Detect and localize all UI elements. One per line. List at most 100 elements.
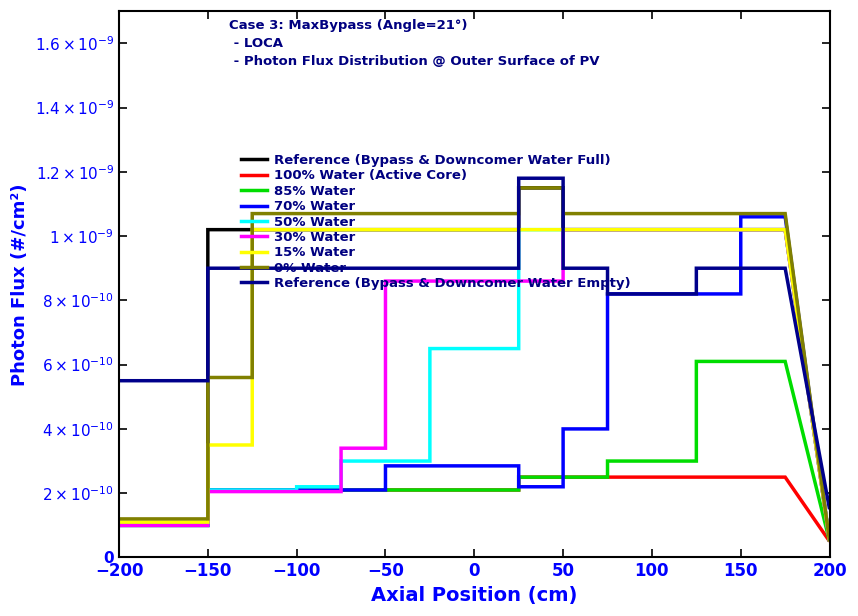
0% Water <box>202 515 213 522</box>
85% Water <box>647 457 657 464</box>
70% Water <box>336 486 347 493</box>
Reference (Bypass & Downcomer Water Empty) <box>602 290 613 298</box>
50% Water <box>692 226 702 233</box>
100% Water (Active Core) <box>247 486 257 493</box>
85% Water <box>514 474 524 481</box>
30% Water <box>114 522 124 529</box>
Reference (Bypass & Downcomer Water Empty) <box>469 264 480 272</box>
70% Water <box>292 486 302 493</box>
15% Water <box>469 226 480 233</box>
70% Water <box>425 462 435 469</box>
100% Water (Active Core) <box>292 486 302 493</box>
70% Water <box>647 290 657 298</box>
50% Water <box>202 522 213 529</box>
Reference (Bypass & Downcomer Water Empty) <box>158 377 168 384</box>
70% Water <box>558 425 568 432</box>
50% Water <box>780 226 790 233</box>
Reference (Bypass & Downcomer Water Full) <box>469 226 480 233</box>
15% Water <box>735 226 746 233</box>
15% Water <box>380 226 390 233</box>
Reference (Bypass & Downcomer Water Empty) <box>292 264 302 272</box>
100% Water (Active Core) <box>602 474 613 481</box>
85% Water <box>336 486 347 493</box>
100% Water (Active Core) <box>425 486 435 493</box>
0% Water <box>247 374 257 381</box>
15% Water <box>514 226 524 233</box>
70% Water <box>158 522 168 529</box>
30% Water <box>425 277 435 285</box>
85% Water <box>202 486 213 493</box>
0% Water <box>514 184 524 192</box>
30% Water <box>692 226 702 233</box>
70% Water <box>247 486 257 493</box>
0% Water <box>158 515 168 522</box>
30% Water <box>602 226 613 233</box>
100% Water (Active Core) <box>292 486 302 493</box>
50% Water <box>247 486 257 493</box>
50% Water <box>469 345 480 352</box>
15% Water <box>558 226 568 233</box>
30% Water <box>425 277 435 285</box>
Line: 0% Water: 0% Water <box>119 188 830 541</box>
100% Water (Active Core) <box>202 522 213 529</box>
0% Water <box>558 184 568 192</box>
15% Water <box>114 519 124 526</box>
50% Water <box>558 226 568 233</box>
50% Water <box>292 483 302 490</box>
Reference (Bypass & Downcomer Water Full) <box>247 226 257 233</box>
85% Water <box>735 358 746 365</box>
Reference (Bypass & Downcomer Water Full) <box>425 226 435 233</box>
30% Water <box>247 488 257 495</box>
30% Water <box>514 277 524 285</box>
100% Water (Active Core) <box>380 486 390 493</box>
Line: 50% Water: 50% Water <box>119 230 830 541</box>
30% Water <box>380 277 390 285</box>
50% Water <box>158 522 168 529</box>
100% Water (Active Core) <box>647 474 657 481</box>
Reference (Bypass & Downcomer Water Empty) <box>247 264 257 272</box>
85% Water <box>514 486 524 493</box>
Reference (Bypass & Downcomer Water Full) <box>114 522 124 529</box>
70% Water <box>602 425 613 432</box>
Reference (Bypass & Downcomer Water Empty) <box>292 264 302 272</box>
Reference (Bypass & Downcomer Water Empty) <box>780 264 790 272</box>
Line: Reference (Bypass & Downcomer Water Full): Reference (Bypass & Downcomer Water Full… <box>119 188 830 541</box>
Line: 85% Water: 85% Water <box>119 362 830 541</box>
0% Water <box>202 374 213 381</box>
30% Water <box>202 522 213 529</box>
15% Water <box>158 519 168 526</box>
100% Water (Active Core) <box>692 474 702 481</box>
70% Water <box>202 486 213 493</box>
Reference (Bypass & Downcomer Water Full) <box>647 226 657 233</box>
85% Water <box>469 486 480 493</box>
50% Water <box>336 457 347 464</box>
30% Water <box>514 277 524 285</box>
85% Water <box>425 486 435 493</box>
85% Water <box>558 474 568 481</box>
Reference (Bypass & Downcomer Water Full) <box>336 226 347 233</box>
Reference (Bypass & Downcomer Water Empty) <box>380 264 390 272</box>
0% Water <box>735 210 746 217</box>
Text: Case 3: MaxBypass (Angle=21°)
 - LOCA
 - Photon Flux Distribution @ Outer Surfac: Case 3: MaxBypass (Angle=21°) - LOCA - P… <box>229 19 600 68</box>
70% Water <box>692 290 702 298</box>
85% Water <box>469 486 480 493</box>
0% Water <box>647 210 657 217</box>
15% Water <box>558 226 568 233</box>
100% Water (Active Core) <box>735 474 746 481</box>
0% Water <box>425 210 435 217</box>
Reference (Bypass & Downcomer Water Empty) <box>602 264 613 272</box>
0% Water <box>692 210 702 217</box>
30% Water <box>336 488 347 495</box>
Reference (Bypass & Downcomer Water Full) <box>558 184 568 192</box>
Line: 100% Water (Active Core): 100% Water (Active Core) <box>119 477 830 541</box>
15% Water <box>647 226 657 233</box>
85% Water <box>247 486 257 493</box>
50% Water <box>602 226 613 233</box>
100% Water (Active Core) <box>202 486 213 493</box>
30% Water <box>469 277 480 285</box>
30% Water <box>735 226 746 233</box>
30% Water <box>692 226 702 233</box>
50% Water <box>114 522 124 529</box>
Reference (Bypass & Downcomer Water Full) <box>336 226 347 233</box>
70% Water <box>158 522 168 529</box>
